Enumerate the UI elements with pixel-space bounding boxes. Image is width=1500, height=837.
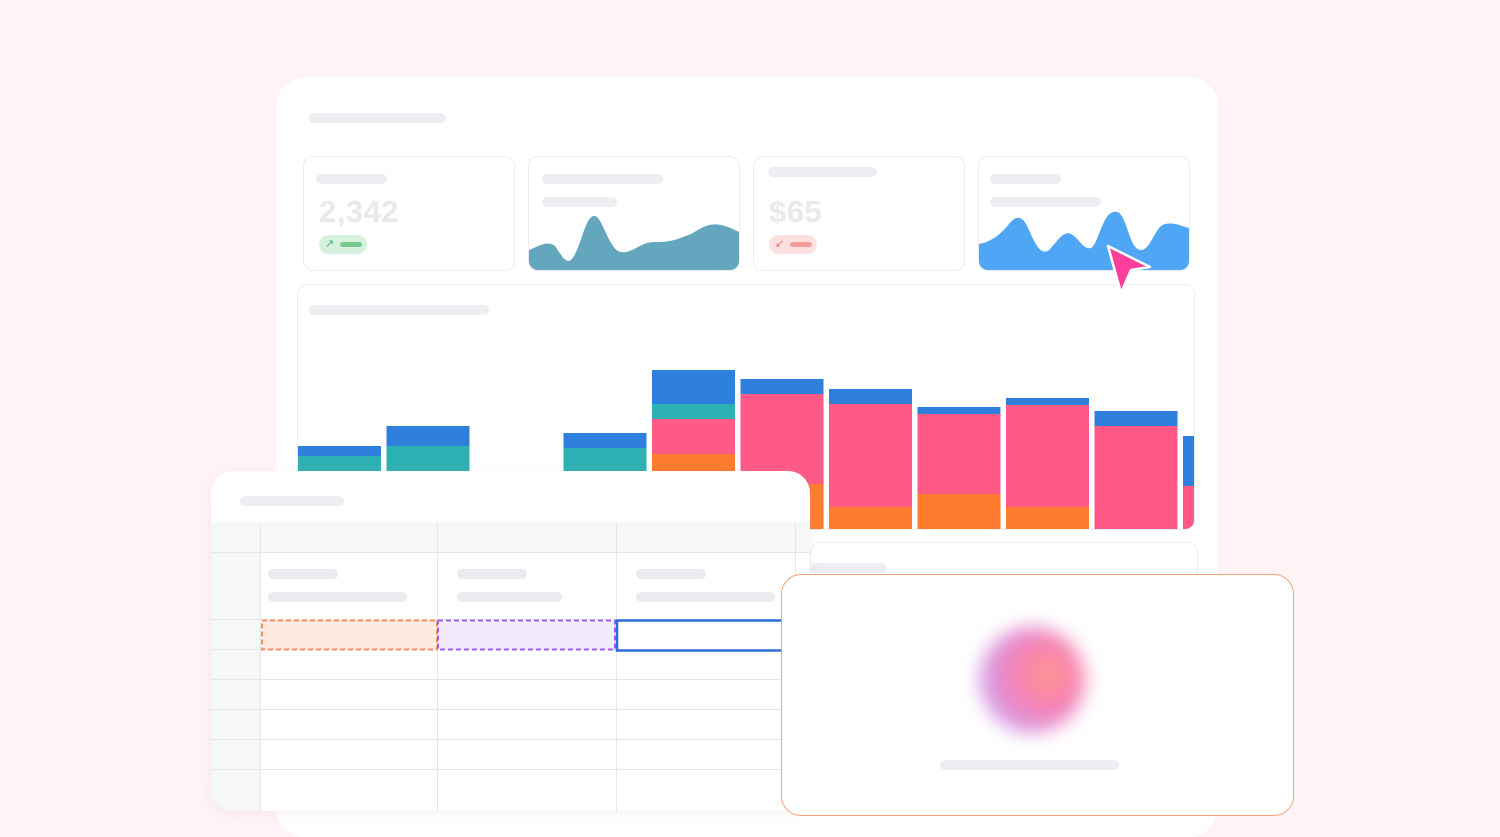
kpi-card-sparkline-blue[interactable]	[978, 156, 1190, 271]
kpi-sub-placeholder	[990, 197, 1101, 207]
cursor-arrow-icon	[1106, 244, 1152, 295]
bar-segment[interactable]	[829, 389, 912, 404]
bar-segment[interactable]	[563, 433, 647, 448]
kpi-label-placeholder	[990, 174, 1061, 184]
sheet-title-placeholder	[240, 496, 344, 506]
bar-segment[interactable]	[652, 404, 735, 419]
bar-segment[interactable]	[740, 379, 824, 394]
trend-badge-up: ↗	[319, 235, 367, 254]
chart-title-placeholder	[309, 305, 489, 315]
kpi-value: 2,342	[319, 194, 400, 229]
kpi-sub-placeholder	[542, 197, 617, 207]
ai-panel-text-placeholder	[940, 760, 1119, 770]
kpi-label-placeholder	[316, 174, 387, 184]
spreadsheet-grid[interactable]	[211, 522, 810, 811]
bar-segment[interactable]	[1006, 405, 1089, 507]
kpi-value: $65	[769, 194, 823, 229]
spreadsheet-panel	[211, 471, 810, 811]
bar-segment[interactable]	[1006, 398, 1089, 405]
bar-segment[interactable]	[386, 426, 470, 446]
bar-segment[interactable]	[829, 507, 912, 529]
selected-range-orange[interactable]	[261, 619, 438, 651]
sparkline-blue	[979, 211, 1189, 270]
row-header-column	[211, 552, 260, 811]
active-cell[interactable]	[615, 619, 809, 652]
bar-segment[interactable]	[917, 407, 1001, 414]
kpi-label-placeholder	[768, 167, 877, 177]
kpi-card-sparkline-teal[interactable]	[528, 156, 740, 271]
bar-segment[interactable]	[1183, 436, 1194, 486]
ai-orb-icon	[979, 627, 1085, 733]
arrow-up-right-icon: ↗	[325, 238, 335, 250]
bar-segment[interactable]	[829, 404, 912, 507]
sparkline-teal	[529, 215, 739, 270]
trend-badge-down: ↙	[769, 235, 817, 254]
bar-segment[interactable]	[1094, 411, 1178, 426]
bar-segment[interactable]	[917, 414, 1001, 494]
secondary-card-title-placeholder	[811, 563, 887, 573]
bar-segment[interactable]	[1094, 426, 1178, 529]
bar-segment[interactable]	[740, 394, 824, 484]
cell-text-placeholders	[268, 569, 775, 602]
arrow-down-left-icon: ↙	[775, 238, 785, 250]
column-header-row	[211, 522, 810, 552]
bar-segment[interactable]	[1006, 507, 1089, 529]
bar-segment[interactable]	[298, 446, 381, 456]
bar-segment[interactable]	[652, 370, 735, 404]
kpi-card-users[interactable]: 2,342 ↗	[303, 156, 515, 271]
bar-segment[interactable]	[917, 494, 1001, 529]
kpi-label-placeholder	[542, 174, 663, 184]
bar-segment[interactable]	[652, 419, 735, 454]
bar-segment[interactable]	[1183, 486, 1194, 529]
dashboard-title-placeholder	[309, 113, 446, 123]
kpi-card-revenue[interactable]: $65 ↙	[753, 156, 965, 271]
ai-assistant-panel	[781, 574, 1294, 816]
grid-lines	[211, 522, 810, 811]
selected-range-purple[interactable]	[437, 619, 616, 651]
